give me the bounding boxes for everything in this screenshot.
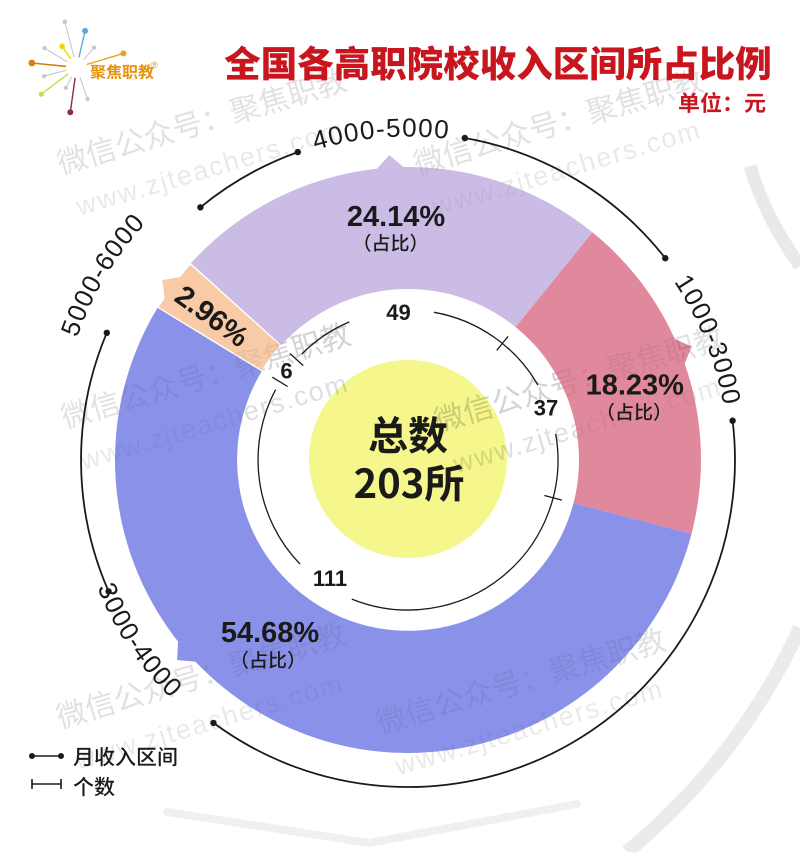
svg-text:6: 6	[280, 359, 292, 384]
svg-text:37: 37	[534, 396, 558, 421]
svg-text:111: 111	[313, 566, 347, 591]
svg-text:®: ®	[151, 60, 158, 70]
svg-text:54.68%: 54.68%	[221, 617, 320, 649]
svg-text:49: 49	[386, 300, 410, 325]
svg-text:18.23%: 18.23%	[586, 370, 685, 402]
svg-text:24.14%: 24.14%	[347, 201, 446, 233]
